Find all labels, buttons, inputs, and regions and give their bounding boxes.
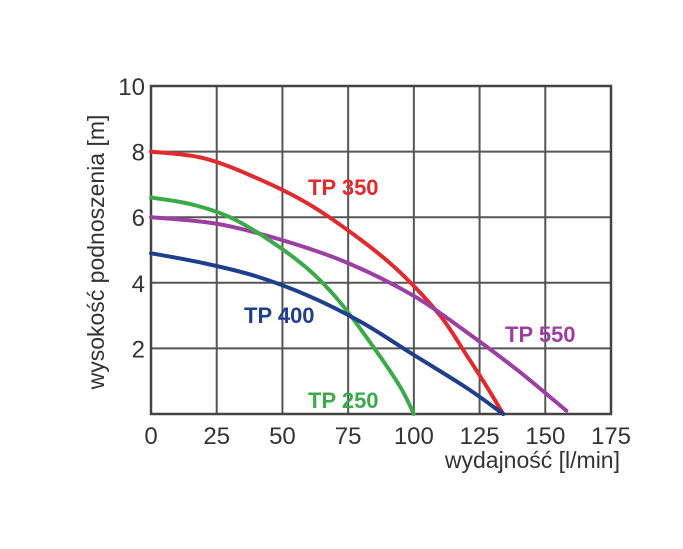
y-tick-label: 10 [118,74,145,101]
x-tick-label: 150 [525,423,565,450]
x-tick-labels: 0 25 50 75 100 125 150 175 [144,423,631,450]
y-tick-label: 4 [132,271,145,298]
series-labels: TP 350 TP 550 TP 250 TP 400 [244,175,576,413]
plot-frame [149,84,613,416]
x-tick-label: 125 [460,423,500,450]
x-tick-label: 75 [335,423,362,450]
x-tick-label: 100 [394,423,434,450]
curves [149,149,569,416]
series-line-tp-400 [149,251,506,416]
series-label-tp-550: TP 550 [505,322,576,347]
y-tick-labels: 2 4 6 8 10 [118,74,145,363]
y-axis-title: wysokość podnoszenia [m] [83,115,109,391]
series-label-tp-350: TP 350 [308,175,379,200]
y-tick-label: 2 [132,336,145,363]
x-tick-label: 25 [203,423,230,450]
grid [149,84,613,416]
y-tick-label: 8 [132,140,145,167]
x-tick-label: 50 [269,423,296,450]
x-axis-title: wydajność [l/min] [444,447,620,473]
series-line-tp-250 [149,195,416,416]
series-line-tp-350 [149,149,506,416]
y-tick-label: 6 [132,205,145,232]
series-line-tp-550 [149,215,569,413]
x-tick-label: 175 [591,423,631,450]
series-label-tp-400: TP 400 [244,303,315,328]
series-label-tp-250: TP 250 [308,388,379,413]
x-tick-label: 0 [144,423,157,450]
